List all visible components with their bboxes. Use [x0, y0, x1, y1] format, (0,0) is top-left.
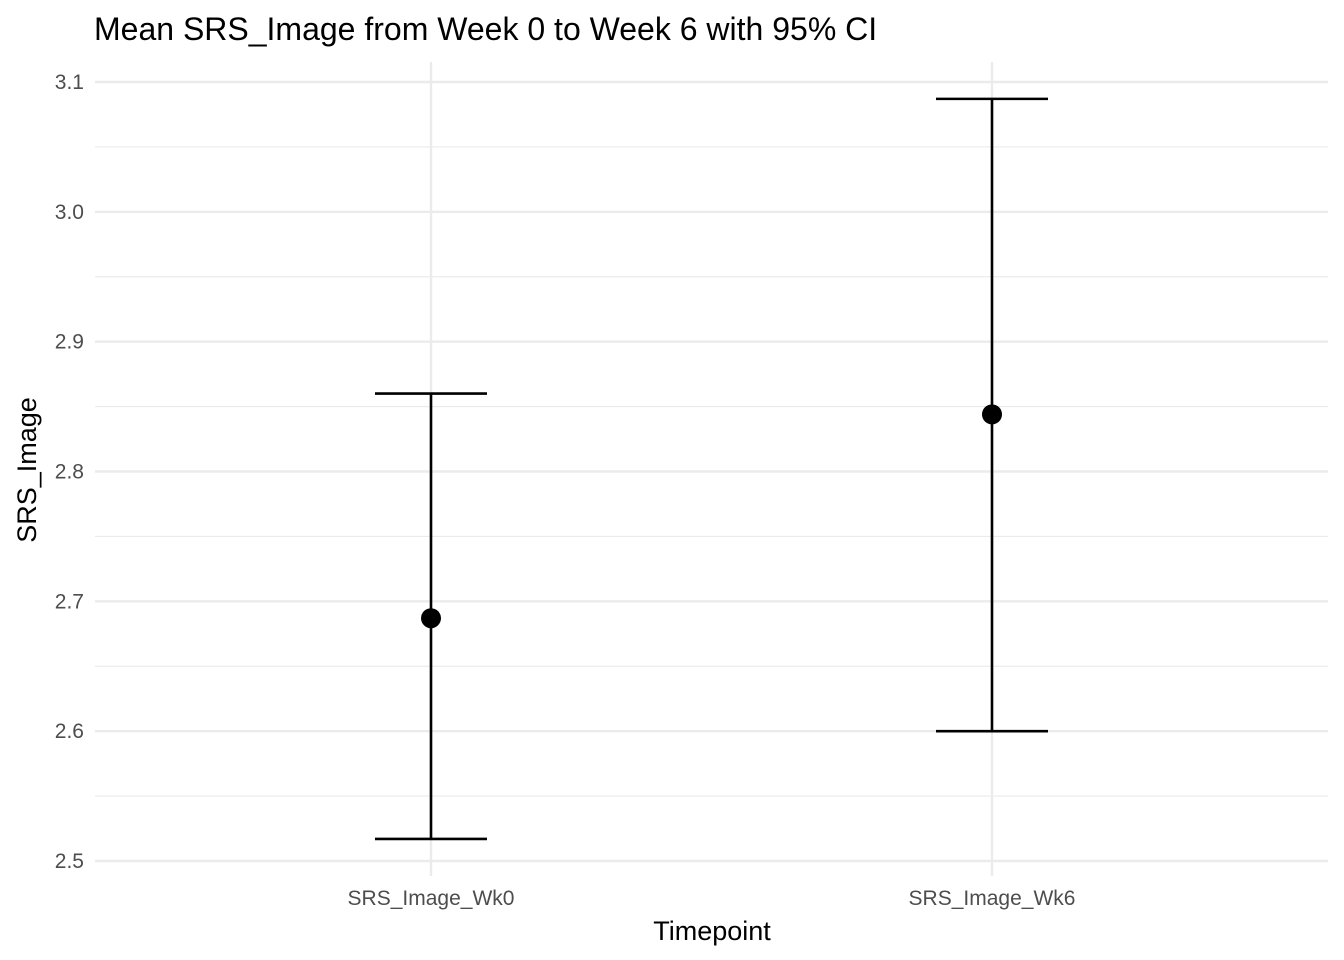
- y-tick-labels: 2.5 2.6 2.7 2.8 2.9 3.0 3.1: [55, 71, 84, 873]
- y-tick-label: 2.8: [55, 461, 84, 484]
- y-tick-label: 2.9: [55, 331, 84, 354]
- x-tick-label: SRS_Image_Wk0: [348, 887, 515, 910]
- x-axis-title: Timepoint: [653, 916, 771, 946]
- chart-title: Mean SRS_Image from Week 0 to Week 6 wit…: [94, 11, 877, 47]
- errorbar-group: [375, 392, 487, 841]
- y-tick-label: 2.7: [55, 590, 84, 613]
- y-tick-label: 2.6: [55, 720, 84, 743]
- data-marks: [375, 97, 1048, 841]
- y-tick-label: 3.0: [55, 201, 84, 224]
- y-axis-title: SRS_Image: [12, 397, 42, 543]
- grid-layer: [95, 62, 1328, 876]
- errorbar-group: [936, 97, 1048, 733]
- mean-point: [421, 608, 441, 629]
- y-tick-label: 3.1: [55, 71, 84, 94]
- y-tick-label: 2.5: [55, 850, 84, 873]
- mean-point: [982, 404, 1002, 425]
- x-tick-labels: SRS_Image_Wk0 SRS_Image_Wk6: [348, 887, 1076, 910]
- x-tick-label: SRS_Image_Wk6: [909, 887, 1076, 910]
